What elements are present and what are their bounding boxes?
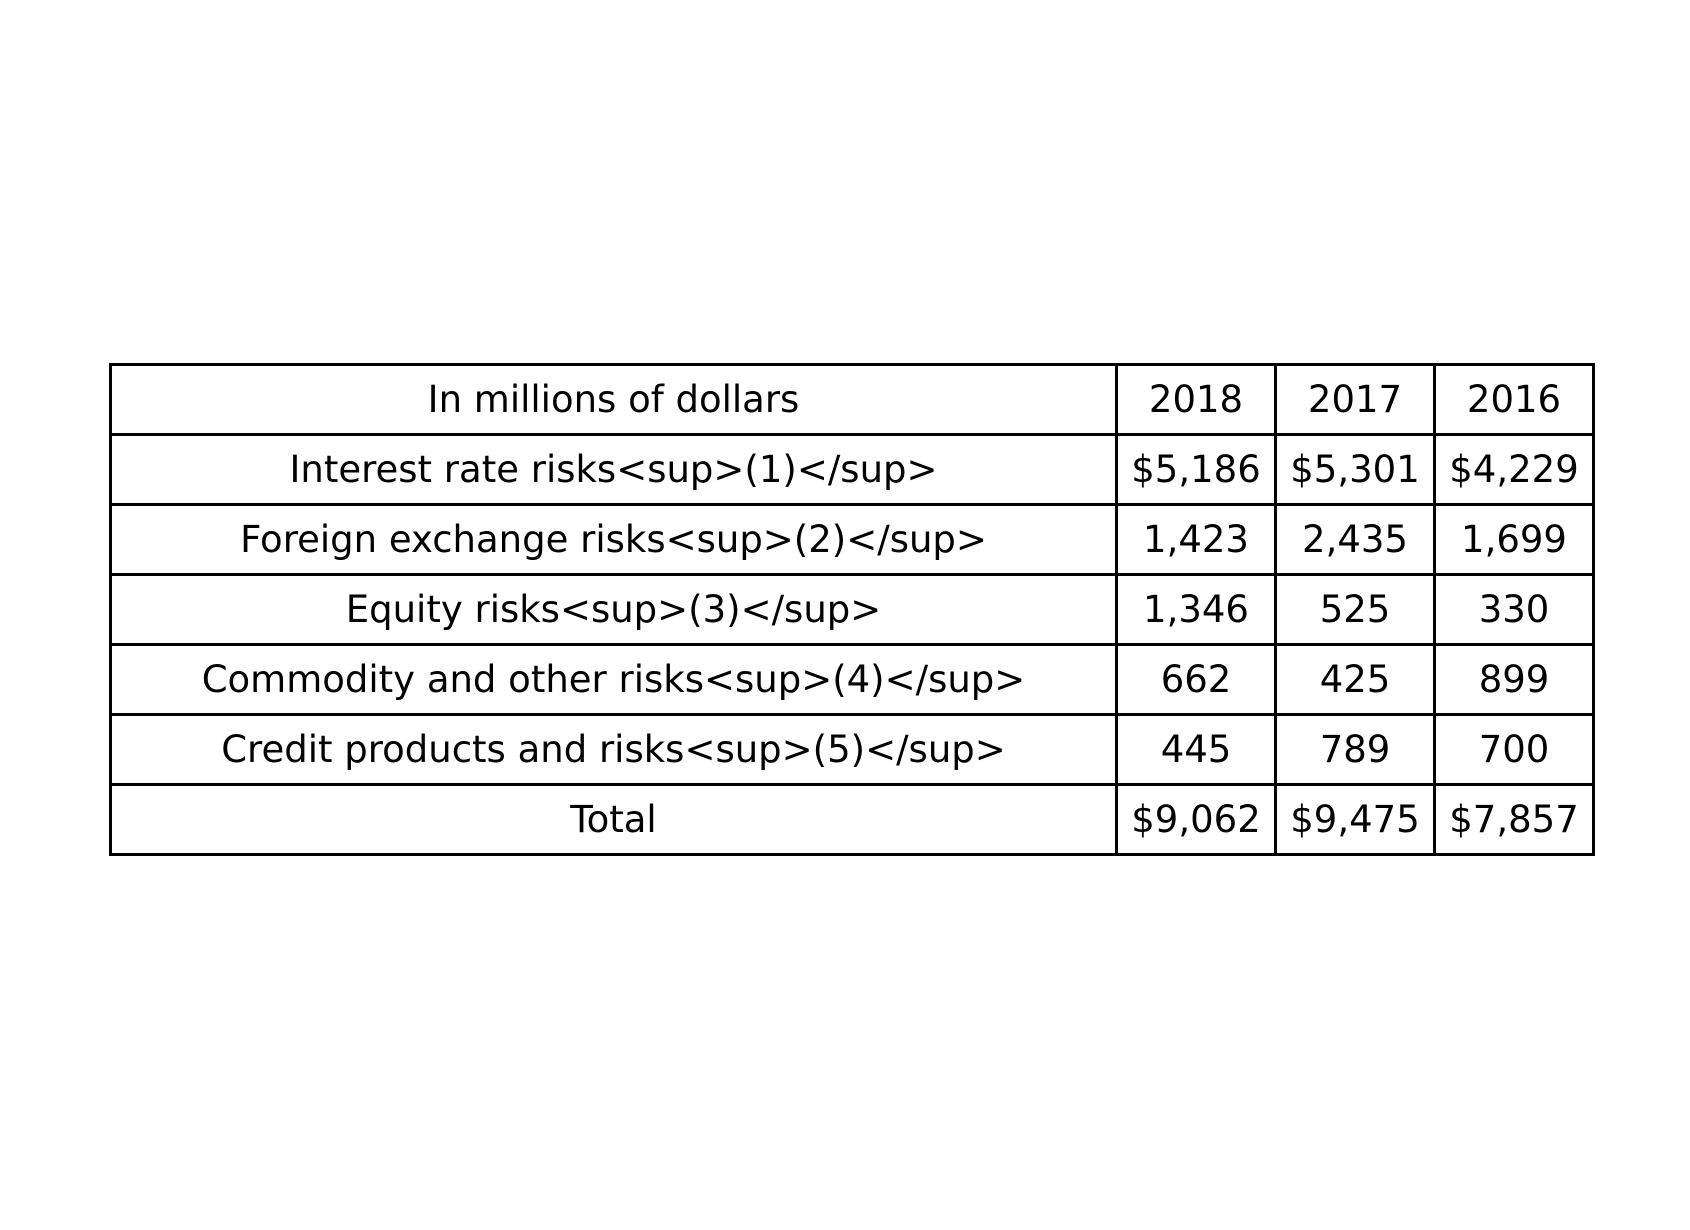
total-row: Total $9,062 $9,475 $7,857 xyxy=(109,783,1595,856)
cell-2017: 525 xyxy=(1274,573,1436,646)
cell-2018: 1,346 xyxy=(1115,573,1277,646)
risk-table: In millions of dollars 2018 2017 2016 In… xyxy=(109,363,1595,856)
table-row: Foreign exchange risks<sup>(2)</sup> 1,4… xyxy=(109,503,1595,576)
total-2017: $9,475 xyxy=(1274,783,1436,856)
row-label: Commodity and other risks<sup>(4)</sup> xyxy=(109,643,1118,716)
cell-2018: 445 xyxy=(1115,713,1277,786)
cell-2016: 899 xyxy=(1433,643,1595,716)
table-row: Interest rate risks<sup>(1)</sup> $5,186… xyxy=(109,433,1595,506)
cell-2016: 330 xyxy=(1433,573,1595,646)
header-year-2016: 2016 xyxy=(1433,363,1595,436)
header-label: In millions of dollars xyxy=(109,363,1118,436)
row-label: Equity risks<sup>(3)</sup> xyxy=(109,573,1118,646)
cell-2016: $4,229 xyxy=(1433,433,1595,506)
total-2016: $7,857 xyxy=(1433,783,1595,856)
total-2018: $9,062 xyxy=(1115,783,1277,856)
cell-2017: 425 xyxy=(1274,643,1436,716)
header-year-2017: 2017 xyxy=(1274,363,1436,436)
cell-2017: 2,435 xyxy=(1274,503,1436,576)
cell-2017: 789 xyxy=(1274,713,1436,786)
table-row: Commodity and other risks<sup>(4)</sup> … xyxy=(109,643,1595,716)
cell-2018: 662 xyxy=(1115,643,1277,716)
cell-2016: 700 xyxy=(1433,713,1595,786)
header-row: In millions of dollars 2018 2017 2016 xyxy=(109,363,1595,436)
cell-2018: $5,186 xyxy=(1115,433,1277,506)
cell-2016: 1,699 xyxy=(1433,503,1595,576)
row-label: Foreign exchange risks<sup>(2)</sup> xyxy=(109,503,1118,576)
row-label: Interest rate risks<sup>(1)</sup> xyxy=(109,433,1118,506)
row-label: Credit products and risks<sup>(5)</sup> xyxy=(109,713,1118,786)
header-year-2018: 2018 xyxy=(1115,363,1277,436)
cell-2018: 1,423 xyxy=(1115,503,1277,576)
table-row: Equity risks<sup>(3)</sup> 1,346 525 330 xyxy=(109,573,1595,646)
table-row: Credit products and risks<sup>(5)</sup> … xyxy=(109,713,1595,786)
cell-2017: $5,301 xyxy=(1274,433,1436,506)
data-table-container: In millions of dollars 2018 2017 2016 In… xyxy=(109,363,1595,856)
total-label: Total xyxy=(109,783,1118,856)
